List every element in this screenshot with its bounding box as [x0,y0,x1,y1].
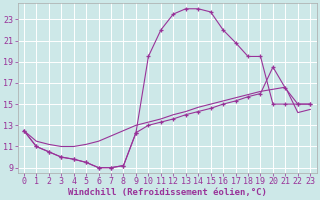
X-axis label: Windchill (Refroidissement éolien,°C): Windchill (Refroidissement éolien,°C) [68,188,267,197]
